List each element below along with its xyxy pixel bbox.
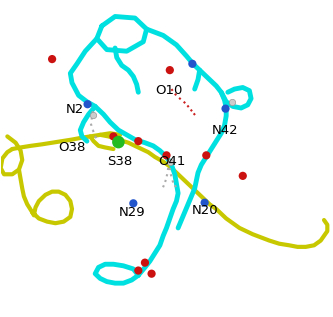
Point xyxy=(90,113,96,118)
Text: O38: O38 xyxy=(59,141,86,154)
Text: N20: N20 xyxy=(191,204,218,217)
Point xyxy=(142,260,148,265)
Point xyxy=(164,153,169,158)
Point xyxy=(203,153,209,158)
Point xyxy=(202,200,207,205)
Point xyxy=(111,134,116,139)
Text: O10: O10 xyxy=(155,84,182,97)
Point xyxy=(190,61,195,66)
Point xyxy=(167,68,172,73)
Point xyxy=(85,102,90,107)
Point xyxy=(229,99,235,104)
Point xyxy=(240,173,245,178)
Point xyxy=(167,159,172,164)
Point xyxy=(131,201,136,206)
Point xyxy=(223,106,228,111)
Point xyxy=(116,139,121,145)
Text: N42: N42 xyxy=(211,124,238,137)
Point xyxy=(149,271,154,276)
Point xyxy=(136,268,141,273)
Point xyxy=(49,56,55,61)
Text: N2: N2 xyxy=(65,103,84,116)
Text: S38: S38 xyxy=(107,155,132,168)
Point xyxy=(136,139,141,144)
Text: N29: N29 xyxy=(119,206,145,219)
Text: O41: O41 xyxy=(158,155,185,168)
